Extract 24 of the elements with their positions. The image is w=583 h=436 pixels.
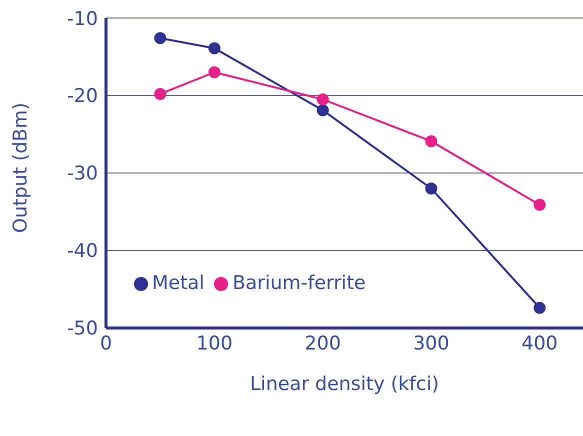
y-axis-title: Output (dBm) [10, 102, 32, 233]
y-tick-label: -10 [66, 8, 98, 30]
y-tick-label: -50 [66, 318, 98, 340]
point [208, 42, 220, 54]
point [154, 32, 166, 44]
x-tick-label: 0 [100, 332, 112, 354]
x-tick-label: 400 [522, 332, 558, 354]
point [154, 88, 166, 100]
point [316, 104, 329, 116]
y-tick-label: -40 [66, 240, 98, 262]
x-tick-label: 100 [196, 332, 233, 354]
y-tick-label: -30 [66, 162, 98, 185]
point [534, 198, 546, 211]
x-axis-title: Linear density (kfci) [250, 373, 440, 395]
point [316, 93, 329, 106]
legend-label: Metal [152, 272, 204, 294]
point [425, 135, 438, 148]
x-tick-label: 200 [304, 332, 341, 354]
point [534, 302, 546, 314]
x-tick-label: 300 [413, 332, 450, 354]
point [425, 182, 438, 194]
y-tick-label: -20 [66, 85, 98, 108]
legend-label: Barium-ferrite [232, 272, 366, 294]
point [208, 66, 220, 78]
